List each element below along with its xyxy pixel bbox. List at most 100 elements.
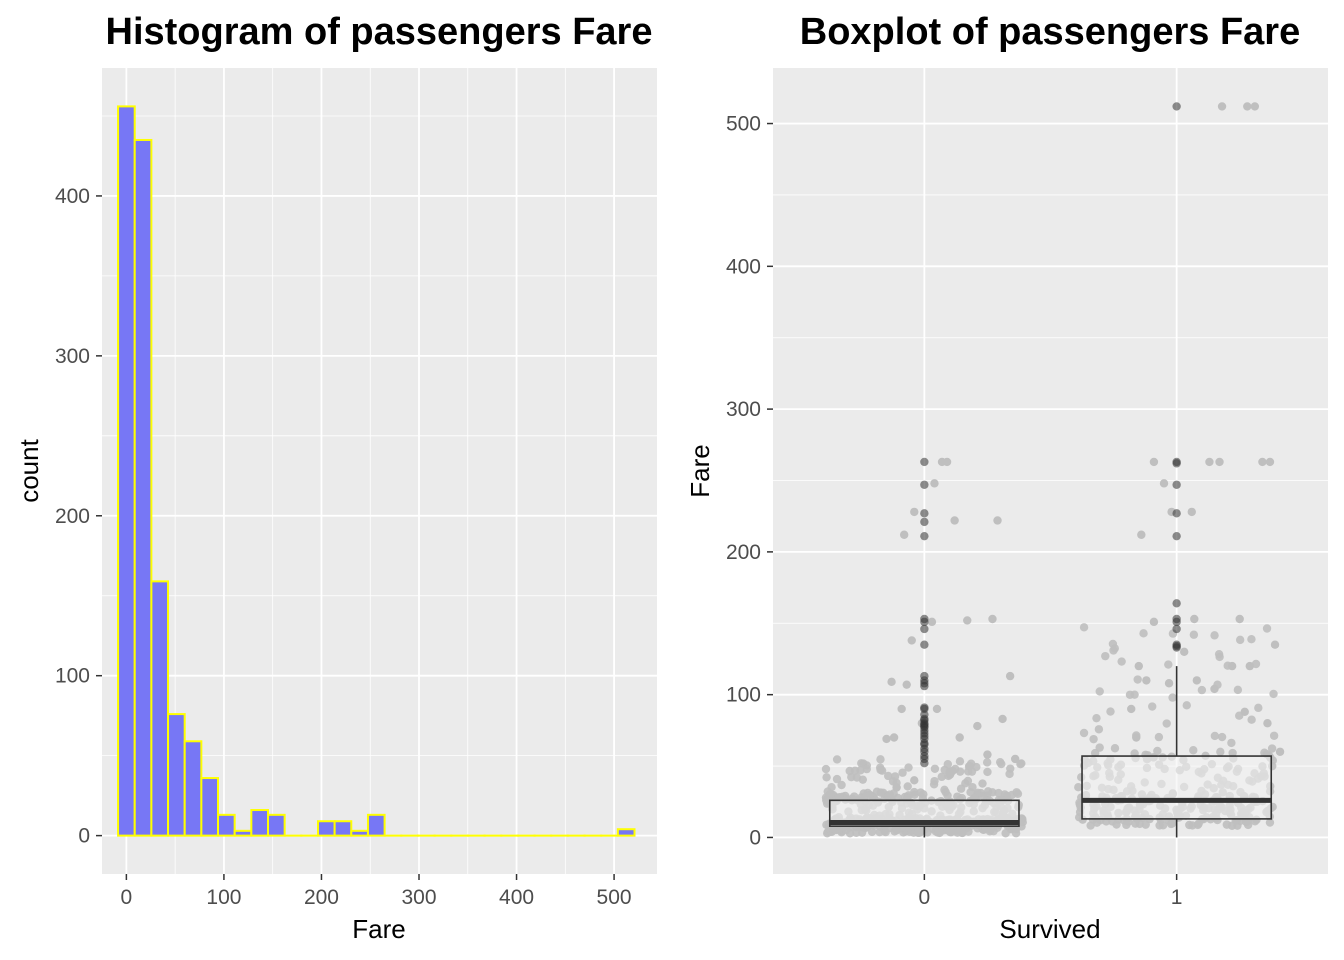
boxplot-jitter-point: [862, 764, 871, 774]
boxplot-jitter-point: [832, 755, 842, 764]
histogram-x-tick-label: 400: [499, 886, 534, 909]
histogram-bar: [183, 740, 203, 837]
boxplot-jitter-point: [1122, 820, 1131, 830]
boxplot-jitter-point: [1010, 754, 1020, 764]
boxplot-jitter-point: [1162, 719, 1171, 728]
boxplot-outlier-point: [1172, 509, 1181, 518]
boxplot-jitter-point: [1182, 701, 1191, 710]
boxplot-jitter-point: [1159, 479, 1169, 488]
boxplot-jitter-point: [1101, 651, 1110, 661]
boxplot-jitter-point: [865, 790, 875, 800]
boxplot-jitter-point: [898, 768, 907, 777]
boxplot-jitter-point: [1250, 102, 1260, 111]
boxplot-jitter-point: [1205, 457, 1214, 467]
boxplot-box: [1081, 755, 1273, 820]
boxplot-jitter-point: [1217, 732, 1227, 742]
boxplot-jitter-point: [1005, 671, 1015, 681]
boxplot-jitter-point: [1164, 679, 1174, 688]
boxplot-outlier-point: [920, 531, 929, 541]
boxplot-jitter-point: [1267, 744, 1277, 753]
boxplot-jitter-point: [902, 680, 911, 689]
boxplot-jitter-point: [1089, 734, 1098, 744]
boxplot-x-tick-label: 1: [1171, 886, 1183, 909]
boxplot-jitter-point: [835, 793, 844, 802]
boxplot-jitter-point: [982, 758, 992, 767]
boxplot-jitter-point: [1233, 685, 1243, 695]
histogram-title: Histogram of passengers Fare: [106, 11, 653, 53]
boxplot-jitter-point: [1270, 640, 1280, 649]
boxplot-jitter-point: [1180, 647, 1189, 657]
boxplot-jitter-point: [983, 787, 993, 796]
histogram-x-tick-label: 500: [597, 886, 632, 909]
boxplot-jitter-point: [892, 783, 901, 792]
boxplot-y-axis-title: Fare: [685, 444, 715, 497]
boxplot-jitter-point: [850, 766, 860, 775]
boxplot-jitter-point: [1192, 676, 1202, 685]
histogram-y-tick-label: 0: [78, 825, 90, 848]
boxplot-jitter-point: [904, 763, 913, 772]
histogram-bar: [333, 820, 353, 837]
boxplot-jitter-point: [937, 772, 946, 782]
boxplot-jitter-point: [966, 787, 975, 797]
boxplot-jitter-point: [953, 792, 962, 801]
histogram-bars: [117, 105, 636, 837]
histogram-bar: [316, 820, 336, 837]
boxplot-title: Boxplot of passengers Fare: [800, 11, 1300, 53]
boxplot-jitter-point: [876, 765, 885, 775]
boxplot-jitter-point: [927, 617, 937, 627]
boxplot-jitter-point: [821, 764, 831, 774]
boxplot-boxes: [828, 102, 1273, 838]
boxplot-outlier-point: [1172, 457, 1181, 467]
boxplot-jitter-point: [1117, 657, 1126, 666]
boxplot-jitter-point: [1260, 748, 1269, 757]
histogram-x-axis-title: Fare: [352, 914, 405, 944]
boxplot-jitter-point: [1092, 818, 1102, 827]
histogram-bar: [250, 809, 269, 837]
boxplot-jitter-point: [1154, 732, 1164, 742]
boxplot-jitter-point: [1133, 675, 1142, 684]
boxplot-jitter-point: [983, 767, 992, 777]
boxplot-jitter-point: [1227, 738, 1236, 748]
boxplot-jitter-point: [910, 776, 919, 785]
boxplot-jitter-point: [1189, 746, 1198, 755]
boxplot-jitter-point: [1215, 457, 1224, 467]
boxplot-jitter-point: [889, 733, 899, 742]
boxplot-jitter-point: [1210, 684, 1219, 694]
boxplot-jitter-point: [892, 826, 901, 835]
boxplot-jitter-point: [1164, 660, 1173, 669]
boxplot-jitter-point: [1265, 457, 1275, 467]
boxplot-jitter-point: [1245, 661, 1254, 671]
histogram-ticks: 0 100 200 300 400 500 0 100 200 300 400: [55, 185, 632, 909]
histogram-bar: [366, 813, 386, 837]
boxplot-jitter-point: [1247, 715, 1256, 724]
boxplot-jitter-point: [842, 825, 851, 835]
boxplot-jitter-point: [884, 771, 893, 781]
boxplot-jitter-point: [1109, 646, 1118, 655]
boxplot-jitter-point: [1079, 728, 1089, 738]
boxplot-jitter-point: [942, 457, 952, 467]
boxplot-outlier-point: [920, 671, 929, 681]
boxplot-jitter-point: [997, 759, 1006, 769]
boxplot-jitter-point: [1079, 623, 1089, 632]
histogram-x-tick-label: 200: [304, 886, 339, 909]
boxplot-jitter-point: [1095, 743, 1104, 752]
boxplot-jitter-point: [1018, 818, 1027, 827]
boxplot-jitter-point: [1258, 457, 1267, 467]
boxplot-outlier-point: [1172, 614, 1181, 624]
boxplot-jitter-point: [1005, 769, 1014, 779]
histogram-bar: [266, 813, 286, 837]
boxplot-jitter-point: [822, 773, 831, 782]
boxplot-outlier-point: [1172, 640, 1181, 649]
histogram-bar: [200, 777, 220, 837]
boxplot-jitter-point: [946, 825, 955, 835]
histogram-y-tick-label: 300: [55, 345, 90, 368]
boxplot-outlier-point: [1172, 480, 1181, 489]
boxplot-jitter-point: [885, 790, 895, 799]
boxplot-jitter-point: [1187, 507, 1196, 517]
boxplot-jitter-point: [887, 677, 896, 687]
boxplot-jitter-point: [1263, 719, 1272, 728]
boxplot-jitter-point: [1214, 649, 1224, 659]
boxplot-jitter-point: [1269, 731, 1279, 740]
histogram-bar: [117, 105, 136, 837]
